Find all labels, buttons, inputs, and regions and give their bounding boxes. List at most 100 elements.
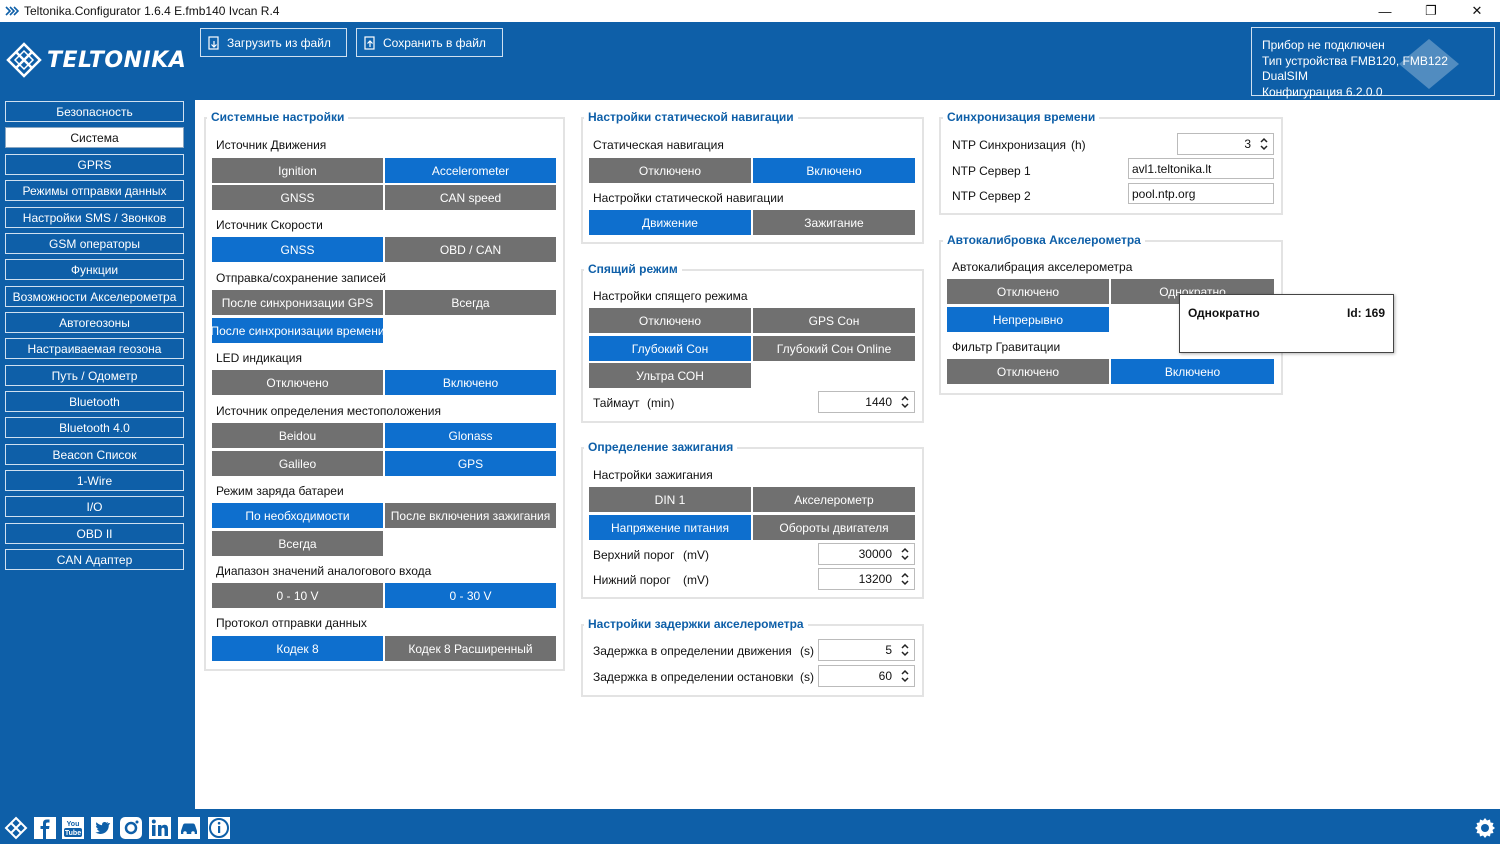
settings-icon[interactable] xyxy=(1473,816,1497,840)
location-gps-toggle[interactable]: GPS xyxy=(385,451,556,476)
teltonika-icon[interactable] xyxy=(4,816,28,840)
twitter-icon[interactable] xyxy=(90,816,114,840)
sidebar-item-can-adapter[interactable]: CAN Адаптер xyxy=(5,549,184,570)
sleep-gps-toggle[interactable]: GPS Сон xyxy=(753,308,915,333)
records-after-time-sync-toggle[interactable]: После синхронизации времени xyxy=(210,318,385,343)
facebook-icon[interactable] xyxy=(33,816,57,840)
upper-threshold-input[interactable]: 30000 xyxy=(818,543,915,565)
maximize-button[interactable]: ❐ xyxy=(1425,3,1437,18)
save-to-file-button[interactable]: Сохранить в файл xyxy=(356,28,503,57)
linkedin-icon[interactable] xyxy=(148,816,172,840)
minimize-button[interactable]: — xyxy=(1378,3,1392,19)
sidebar-item-data-acquisition[interactable]: Режимы отправки данных xyxy=(5,180,184,201)
sidebar-item-gprs[interactable]: GPRS xyxy=(5,154,184,175)
sidebar-item-manual-geofence[interactable]: Настраиваемая геозона xyxy=(5,338,184,359)
ignition-engine-rpm-toggle[interactable]: Обороты двигателя xyxy=(753,515,915,540)
movement-can-speed-toggle[interactable]: CAN speed xyxy=(385,185,556,210)
sleep-off-toggle[interactable]: Отключено xyxy=(589,308,751,333)
sleep-timeout-input[interactable]: 1440 xyxy=(818,391,915,413)
ntp-sync-input[interactable]: 3 xyxy=(1177,133,1274,155)
ntp-server1-input[interactable]: avl1.teltonika.lt xyxy=(1128,158,1274,179)
speed-gnss-toggle[interactable]: GNSS xyxy=(212,237,383,262)
battery-after-ignition-toggle[interactable]: После включения зажигания xyxy=(385,503,556,528)
sidebar-item-obd2[interactable]: OBD II xyxy=(5,523,184,544)
static-nav-ignition-toggle[interactable]: Зажигание xyxy=(753,210,915,235)
movement-gnss-toggle[interactable]: GNSS xyxy=(212,185,383,210)
ntp-server2-input[interactable]: pool.ntp.org xyxy=(1128,183,1274,204)
sidebar-item-system[interactable]: Система xyxy=(5,127,184,148)
sleep-ultra-toggle[interactable]: Ультра СОН xyxy=(589,363,751,388)
gravity-on-toggle[interactable]: Включено xyxy=(1111,359,1274,384)
save-file-icon xyxy=(364,35,375,50)
youtube-icon[interactable]: You Tube xyxy=(61,816,85,840)
gravity-filter-label: Фильтр Гравитации xyxy=(952,340,1061,354)
gravity-off-toggle[interactable]: Отключено xyxy=(947,359,1109,384)
sidebar-item-sms-call[interactable]: Настройки SMS / Звонков xyxy=(5,207,184,228)
spin-arrows-icon[interactable] xyxy=(900,668,910,684)
static-nav-on-toggle[interactable]: Включено xyxy=(753,158,915,183)
sidebar-item-trip-odometer[interactable]: Путь / Одометр xyxy=(5,365,184,386)
led-off-toggle[interactable]: Отключено xyxy=(212,370,383,395)
instagram-icon[interactable] xyxy=(119,816,143,840)
ignition-group xyxy=(581,447,924,599)
analog-range-label: Диапазон значений аналогового входа xyxy=(216,564,432,578)
ignition-din1-toggle[interactable]: DIN 1 xyxy=(589,487,751,512)
stop-delay-input[interactable]: 60 xyxy=(818,665,915,687)
sidebar-item-security[interactable]: Безопасность xyxy=(5,101,184,122)
autocal-continuous-toggle[interactable]: Непрерывно xyxy=(947,307,1109,332)
spin-arrows-icon[interactable] xyxy=(900,394,910,410)
lower-threshold-input[interactable]: 13200 xyxy=(818,568,915,590)
movement-ignition-toggle[interactable]: Ignition xyxy=(212,158,383,183)
move-delay-value: 5 xyxy=(885,643,892,657)
sleep-timeout-unit: (min) xyxy=(647,396,675,410)
autocal-off-toggle[interactable]: Отключено xyxy=(947,279,1109,304)
battery-on-need-toggle[interactable]: По необходимости xyxy=(212,503,383,528)
records-always-toggle[interactable]: Всегда xyxy=(385,290,556,315)
ntp-sync-unit: (h) xyxy=(1071,138,1086,152)
info-icon[interactable] xyxy=(207,816,231,840)
analog-10v-toggle[interactable]: 0 - 10 V xyxy=(212,583,383,608)
movement-accelerometer-toggle[interactable]: Accelerometer xyxy=(385,158,556,183)
load-from-file-button[interactable]: Загрузить из файл xyxy=(200,28,347,57)
ignition-power-voltage-toggle[interactable]: Напряжение питания xyxy=(589,515,751,540)
close-button[interactable]: ✕ xyxy=(1471,3,1483,18)
ntp-server2-label: NTP Сервер 2 xyxy=(952,189,1031,203)
move-delay-input[interactable]: 5 xyxy=(818,639,915,661)
spin-arrows-icon[interactable] xyxy=(900,571,910,587)
sidebar-item-auto-geofence[interactable]: Автогеозоны xyxy=(5,312,184,333)
sidebar-item-gsm-operators[interactable]: GSM операторы xyxy=(5,233,184,254)
spin-arrows-icon[interactable] xyxy=(900,642,910,658)
battery-label: Режим заряда батареи xyxy=(216,484,344,498)
protocol-codec8-toggle[interactable]: Кодек 8 xyxy=(212,636,383,661)
car-icon[interactable] xyxy=(177,816,201,840)
speed-obd-can-toggle[interactable]: OBD / CAN xyxy=(385,237,556,262)
lower-threshold-value: 13200 xyxy=(858,572,892,586)
sidebar-item-accelerometer[interactable]: Возможности Акселерометра xyxy=(5,286,184,307)
device-config: Конфигурация 6.2.0.0 xyxy=(1262,84,1383,99)
battery-always-toggle[interactable]: Всегда xyxy=(212,531,383,556)
protocol-codec8-extended-toggle[interactable]: Кодек 8 Расширенный xyxy=(385,636,556,661)
spin-arrows-icon[interactable] xyxy=(900,546,910,562)
location-beidou-toggle[interactable]: Beidou xyxy=(212,423,383,448)
sidebar-item-1wire[interactable]: 1-Wire xyxy=(5,470,184,491)
spin-arrows-icon[interactable] xyxy=(1259,136,1269,152)
static-nav-off-toggle[interactable]: Отключено xyxy=(589,158,751,183)
sidebar-item-features[interactable]: Функции xyxy=(5,259,184,280)
location-glonass-toggle[interactable]: Glonass xyxy=(385,423,556,448)
svg-text:You: You xyxy=(67,821,80,828)
records-after-gps-toggle[interactable]: После синхронизации GPS xyxy=(212,290,383,315)
analog-30v-toggle[interactable]: 0 - 30 V xyxy=(385,583,556,608)
sidebar-item-io[interactable]: I/O xyxy=(5,496,184,517)
sidebar-item-bluetooth-4[interactable]: Bluetooth 4.0 xyxy=(5,417,184,438)
sleep-deep-toggle[interactable]: Глубокий Сон xyxy=(589,336,751,361)
ntp-sync-label: NTP Синхронизация xyxy=(952,138,1067,152)
sidebar-item-bluetooth[interactable]: Bluetooth xyxy=(5,391,184,412)
location-galileo-toggle[interactable]: Galileo xyxy=(212,451,383,476)
static-nav-settings-label: Настройки статической навигации xyxy=(593,191,784,205)
led-on-toggle[interactable]: Включено xyxy=(385,370,556,395)
sidebar-item-beacon-list[interactable]: Beacon Список xyxy=(5,444,184,465)
sleep-mode-title: Спящий режим xyxy=(584,262,682,276)
sleep-deep-online-toggle[interactable]: Глубокий Сон Online xyxy=(753,336,915,361)
ignition-accel-toggle[interactable]: Акселерометр xyxy=(753,487,915,512)
static-nav-movement-toggle[interactable]: Движение xyxy=(589,210,751,235)
